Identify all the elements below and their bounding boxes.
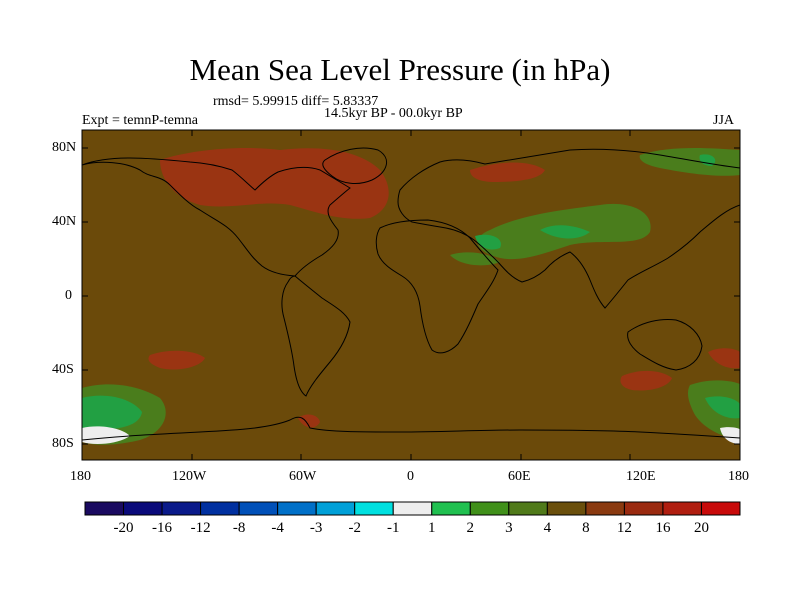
coastline-south-america [281, 275, 351, 397]
colorbar-label: 1 [428, 520, 436, 536]
green-core-south-pacific-e [705, 396, 740, 419]
colorbar-box [123, 501, 163, 516]
colorbar-box [315, 501, 356, 516]
colorbar-box [662, 501, 702, 516]
coastline-greenland [322, 147, 387, 184]
red-region-weddell [298, 414, 320, 428]
colorbar-label: -16 [152, 520, 173, 536]
colorbar-label: 2 [466, 520, 475, 536]
colorbar [84, 501, 741, 516]
colorbar-label: -2 [348, 520, 361, 536]
lat-label-40n: 40N [52, 214, 77, 229]
lat-label-0: 0 [65, 288, 72, 303]
colorbar-box [238, 501, 279, 516]
colorbar-box [277, 501, 317, 516]
coastline-australia [627, 319, 703, 371]
green-core-siberia [699, 154, 716, 166]
colorbar-label: -20 [113, 520, 134, 536]
white-region-south-pacific-e [720, 427, 740, 444]
red-region-south-indian [620, 370, 672, 391]
colorbar-box [354, 501, 394, 516]
chart-title: Mean Sea Level Pressure (in hPa) [189, 52, 611, 87]
colorbar-label: -8 [232, 520, 246, 536]
red-region-tasman [708, 348, 740, 369]
stats-label: rmsd= 5.99915 diff= 5.83337 [213, 94, 379, 109]
green-region-siberia [639, 147, 740, 176]
colorbar-label: -4 [271, 520, 284, 536]
white-region-south-pacific-w [82, 426, 130, 444]
coastlines [82, 147, 740, 441]
colorbar-box [161, 501, 202, 516]
colorbar-label: 20 [693, 520, 709, 536]
axis-ticks [81, 130, 741, 460]
lat-label-80n: 80N [52, 140, 77, 155]
colorbar-box [585, 501, 625, 516]
colorbar-label: 4 [543, 520, 552, 536]
colorbar-label: -1 [386, 520, 400, 536]
map-field [82, 130, 740, 460]
coastline-eurasia [397, 148, 740, 309]
colorbar-label: 8 [582, 520, 590, 536]
colorbar-label: -12 [190, 520, 211, 536]
red-region-south-pacific [148, 350, 205, 370]
lon-label-60e: 60E [508, 469, 531, 484]
red-region-north-europe [470, 162, 545, 182]
colorbar-label: 3 [505, 520, 513, 536]
colorbar-label: 16 [655, 520, 671, 536]
colorbar-label: 12 [616, 520, 632, 536]
period-label: 14.5kyr BP - 00.0kyr BP [324, 106, 463, 121]
coastline-antarctica [82, 416, 740, 441]
colorbar-box [469, 501, 510, 516]
colorbar-box [546, 501, 587, 516]
lon-label-0: 0 [407, 469, 414, 484]
experiment-label: Expt = temnP-temna [82, 113, 198, 128]
lon-label-60w: 60W [289, 469, 317, 484]
lon-label-120e: 120E [626, 469, 656, 484]
colorbar-box [700, 501, 741, 516]
green-region-africa [450, 252, 500, 266]
colorbar-box [200, 501, 240, 516]
lon-label-120w: 120W [172, 469, 207, 484]
coastline-africa [375, 219, 499, 354]
colorbar-label: -3 [309, 520, 323, 536]
green-core-asia [540, 225, 590, 239]
season-label: JJA [713, 113, 735, 128]
lon-label-180w: 180 [70, 469, 91, 484]
colorbar-box [392, 501, 433, 516]
green-core-south-pacific-w [82, 395, 142, 430]
colorbar-box [623, 501, 664, 516]
lon-label-180e: 180 [728, 469, 749, 484]
colorbar-box [84, 501, 125, 516]
colorbar-box [431, 501, 471, 516]
coastline-north-america [82, 157, 351, 277]
colorbar-box [508, 501, 548, 516]
lat-label-40s: 40S [52, 362, 74, 377]
lat-label-80s: 80S [52, 436, 74, 451]
